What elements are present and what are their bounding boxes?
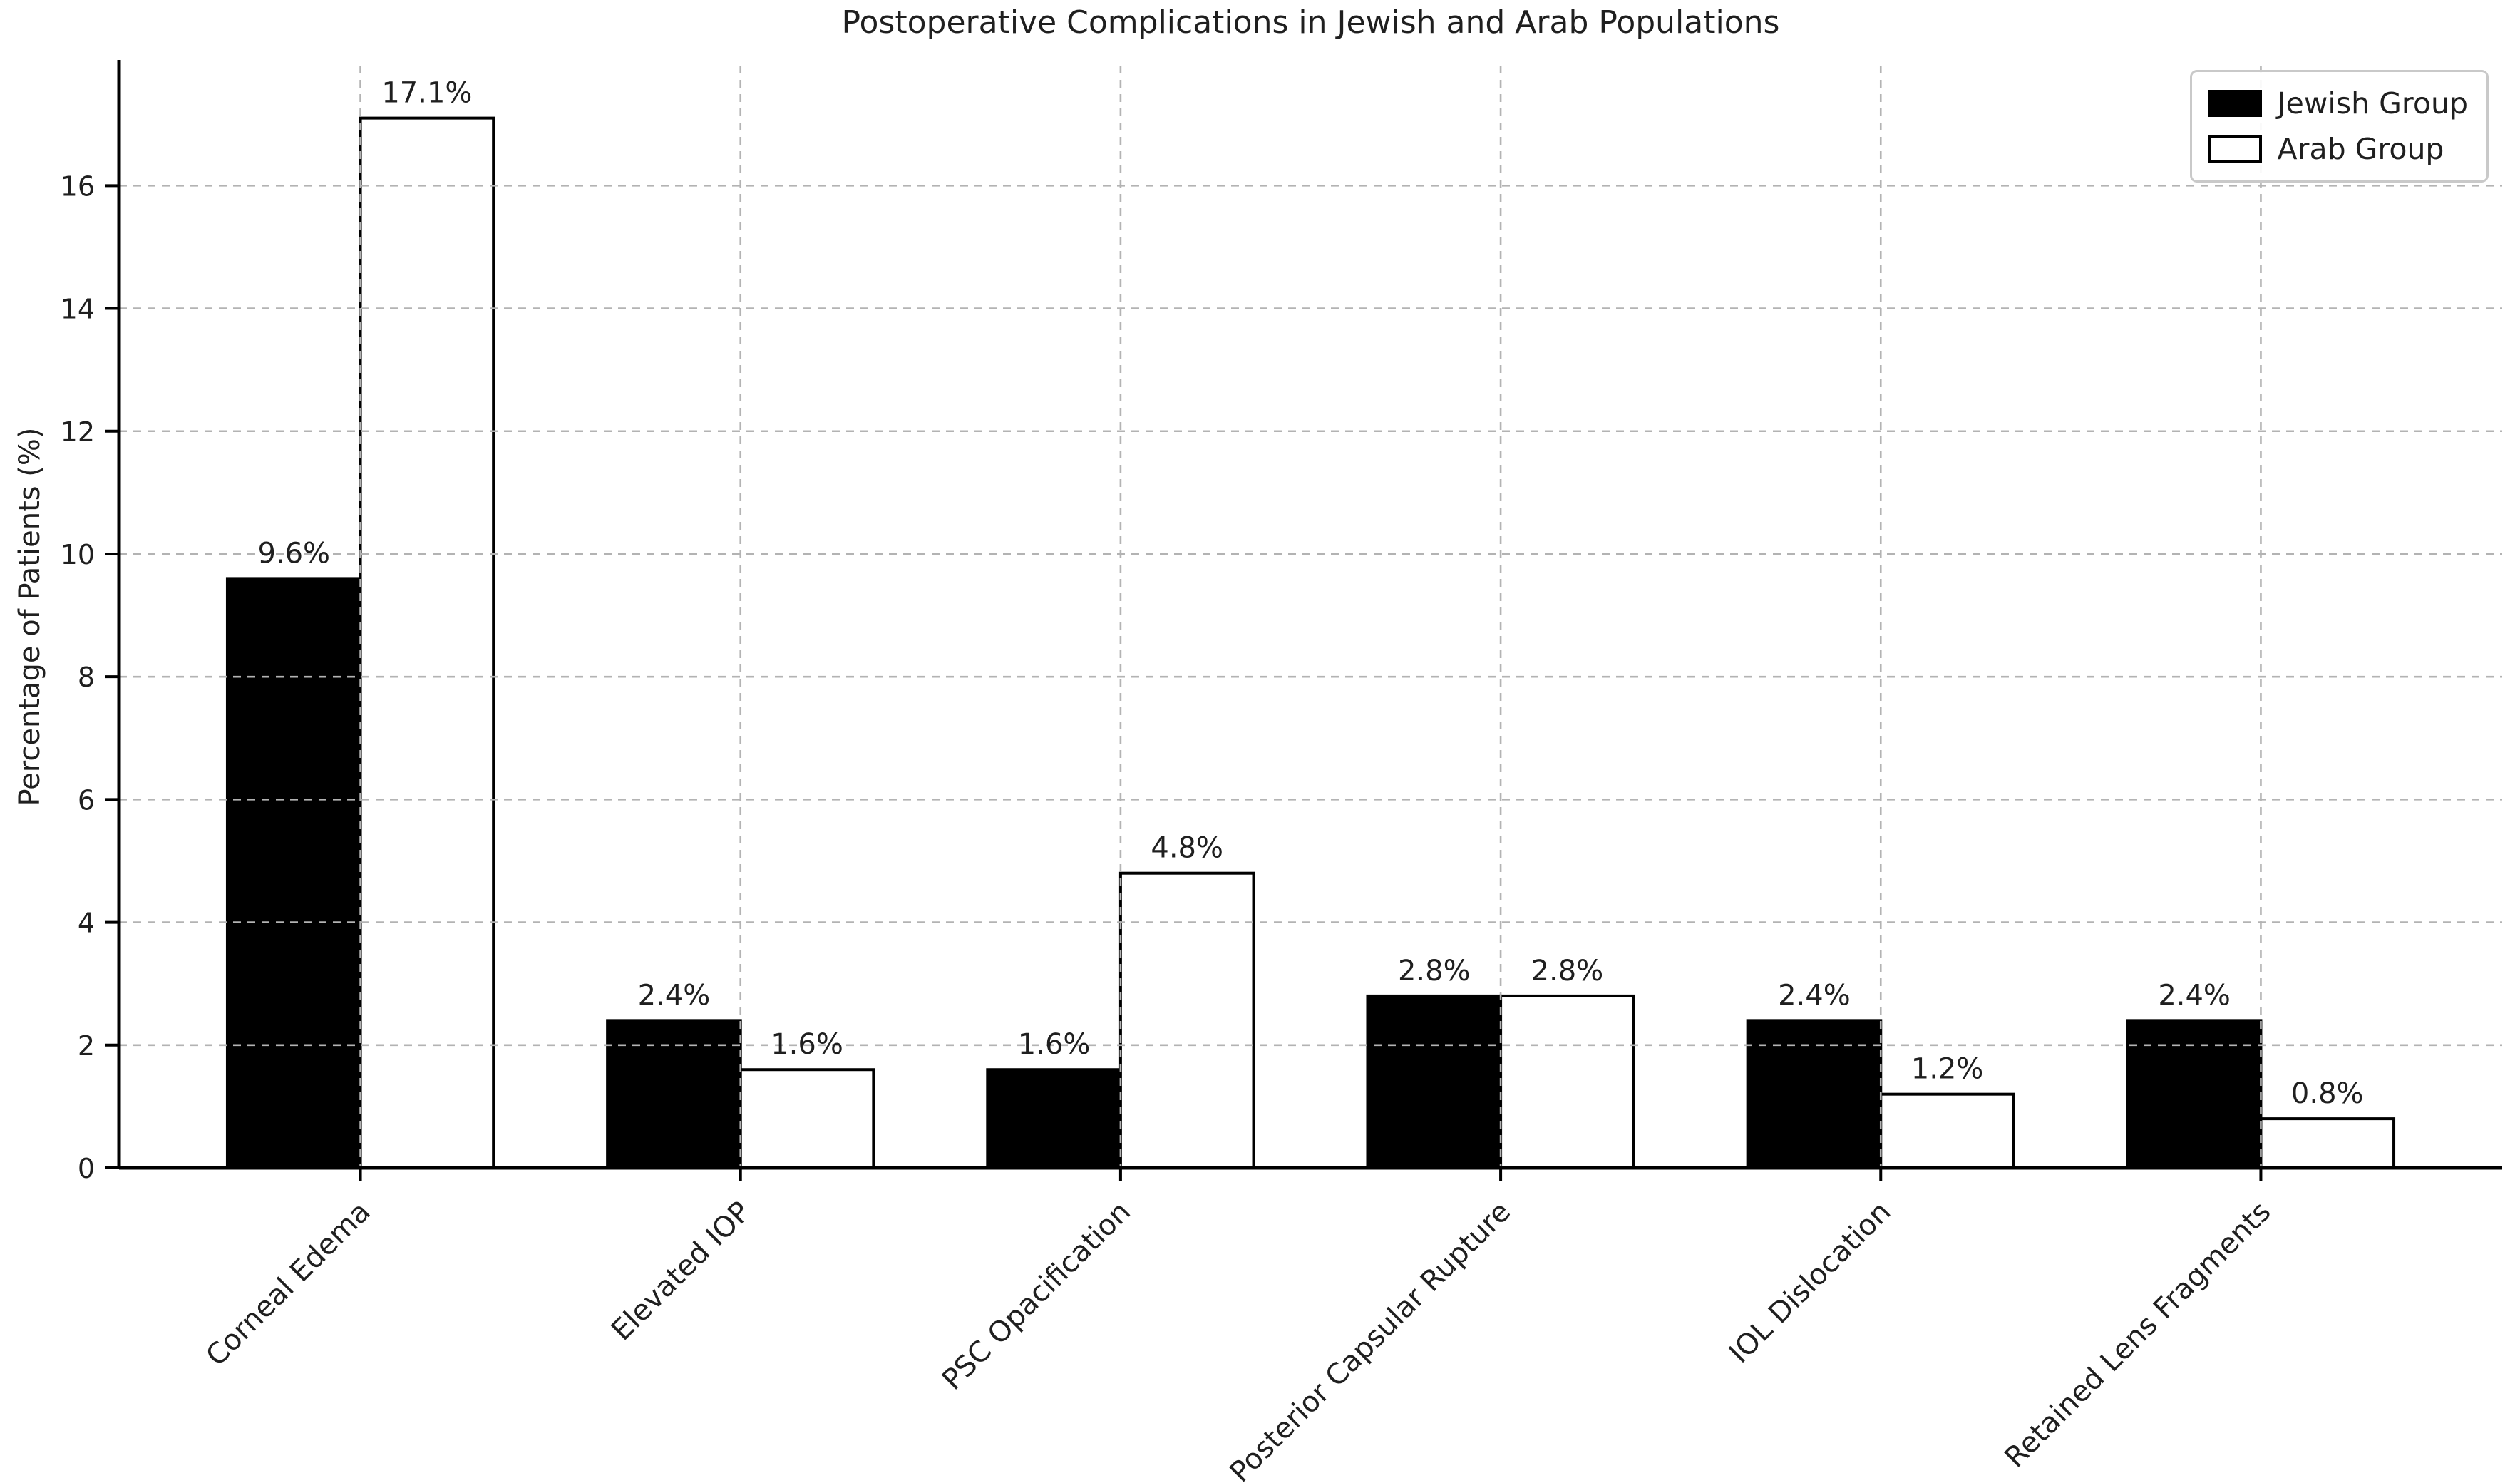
legend-swatch-jewish bbox=[2207, 90, 2262, 117]
bar-label-jewish-5: 2.4% bbox=[2158, 979, 2231, 1012]
bar-label-arab-1: 1.6% bbox=[771, 1028, 843, 1061]
bar-jewish-5 bbox=[2126, 1019, 2263, 1170]
bar-arab-2 bbox=[1118, 871, 1255, 1169]
legend-label-arab: Arab Group bbox=[2277, 132, 2444, 166]
x-tick-label-5: Retained Lens Fragments bbox=[1998, 1196, 2277, 1474]
x-tick-label-0: Corneal Edema bbox=[200, 1196, 376, 1372]
x-tick-label-4: IOL Dislocation bbox=[1723, 1196, 1897, 1370]
legend-swatch-arab bbox=[2207, 135, 2262, 163]
bar-label-jewish-3: 2.8% bbox=[1398, 955, 1471, 987]
bar-label-arab-4: 1.2% bbox=[1911, 1053, 1984, 1086]
y-tick-label-0: 0 bbox=[78, 1153, 95, 1184]
bar-jewish-2 bbox=[986, 1068, 1122, 1170]
bar-label-arab-0: 17.1% bbox=[381, 77, 472, 110]
y-tick-label-12: 12 bbox=[61, 416, 95, 448]
y-tick-label-10: 10 bbox=[61, 539, 95, 570]
bar-label-jewish-2: 1.6% bbox=[1018, 1028, 1091, 1061]
bar-label-jewish-1: 2.4% bbox=[638, 979, 711, 1012]
y-tick-label-16: 16 bbox=[61, 170, 95, 202]
bar-label-arab-2: 4.8% bbox=[1151, 832, 1223, 865]
bar-arab-3 bbox=[1499, 994, 1635, 1169]
y-tick-label-2: 2 bbox=[78, 1030, 95, 1062]
legend-entry-arab: Arab Group bbox=[2207, 132, 2468, 166]
y-tick-label-4: 4 bbox=[78, 908, 95, 939]
bar-jewish-3 bbox=[1366, 994, 1503, 1169]
y-tick-label-6: 6 bbox=[78, 784, 95, 816]
bar-arab-0 bbox=[359, 116, 495, 1170]
x-tick-label-1: Elevated IOP bbox=[605, 1196, 757, 1348]
chart-title: Postoperative Complications in Jewish an… bbox=[841, 4, 1780, 41]
bar-arab-4 bbox=[1879, 1092, 2015, 1170]
y-tick-label-14: 14 bbox=[61, 294, 95, 325]
bar-label-arab-3: 2.8% bbox=[1531, 955, 1604, 987]
bar-label-jewish-4: 2.4% bbox=[1778, 979, 1851, 1012]
bar-jewish-0 bbox=[225, 577, 362, 1169]
bar-jewish-4 bbox=[1746, 1019, 1883, 1170]
bar-label-arab-5: 0.8% bbox=[2291, 1077, 2364, 1110]
bar-label-jewish-0: 9.6% bbox=[257, 537, 330, 570]
y-tick-label-8: 8 bbox=[78, 662, 95, 693]
legend-entry-jewish: Jewish Group bbox=[2207, 86, 2468, 120]
bar-arab-1 bbox=[739, 1068, 875, 1170]
x-tick-label-3: Posterior Capsular Rupture bbox=[1223, 1196, 1517, 1483]
bar-jewish-1 bbox=[606, 1019, 742, 1170]
x-tick-label-2: PSC Opacification bbox=[936, 1196, 1137, 1397]
legend-label-jewish: Jewish Group bbox=[2277, 86, 2468, 120]
legend: Jewish Group Arab Group bbox=[2189, 70, 2489, 183]
bar-arab-5 bbox=[2259, 1117, 2396, 1170]
